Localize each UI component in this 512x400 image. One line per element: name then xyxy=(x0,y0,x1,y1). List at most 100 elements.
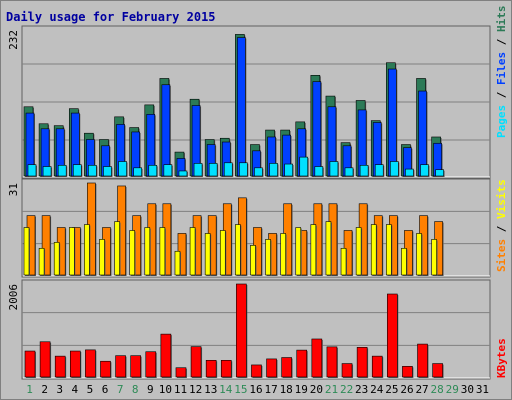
kbytes-bar xyxy=(115,355,126,378)
pages-bar xyxy=(435,169,444,177)
kbytes-bar xyxy=(432,363,443,378)
pages-bar xyxy=(27,164,37,177)
kbytes-bar xyxy=(251,364,262,378)
pages-bar xyxy=(163,164,173,177)
visits-bar xyxy=(174,250,181,276)
day-tick-label: 16 xyxy=(249,383,262,396)
kbytes-bar xyxy=(205,360,217,378)
visits-bar xyxy=(401,247,407,276)
legend-hits-files-pages-pages: Pages xyxy=(495,105,508,138)
day-tick-label: 10 xyxy=(159,383,172,396)
visits-bar xyxy=(114,221,120,276)
day-tick-label: 12 xyxy=(189,383,202,396)
visits-bar xyxy=(355,227,362,276)
kbytes-bar xyxy=(160,333,172,378)
day-tick-label: 17 xyxy=(264,383,277,396)
day-tick-label: 24 xyxy=(370,383,384,396)
pages-bar xyxy=(88,165,97,177)
kbytes-bar xyxy=(341,363,353,378)
kbytes-bar xyxy=(130,355,141,378)
day-tick-label: 3 xyxy=(56,383,63,396)
visits-bar xyxy=(189,227,196,276)
pages-bar xyxy=(269,163,278,177)
pages-bar xyxy=(405,168,414,177)
files-bar xyxy=(418,90,427,177)
legend-sites-visits-visits: Visits xyxy=(495,179,508,219)
day-tick-label: 21 xyxy=(325,383,338,396)
kbytes-bar xyxy=(100,360,111,378)
kbytes-bar xyxy=(417,343,428,378)
pages-bar xyxy=(390,161,399,177)
pages-bar xyxy=(420,164,429,177)
panel-3-ymax-label: 2006 xyxy=(7,284,20,311)
day-tick-label: 6 xyxy=(102,383,109,396)
kbytes-bar xyxy=(387,293,398,378)
kbytes-bar xyxy=(356,347,368,378)
visits-bar xyxy=(219,230,226,276)
day-tick-label: 28 xyxy=(431,383,444,396)
pages-bar xyxy=(57,165,67,177)
day-tick-label: 4 xyxy=(72,383,79,396)
legend-kbytes: KBytes xyxy=(495,338,508,378)
day-tick-label: 1 xyxy=(26,383,33,396)
sites-bar xyxy=(41,215,51,276)
pages-bar xyxy=(178,170,188,177)
legend-kbytes-kbytes: KBytes xyxy=(495,338,508,378)
day-tick-label: 22 xyxy=(340,383,353,396)
visits-bar xyxy=(38,247,45,276)
pages-bar xyxy=(193,163,203,177)
kbytes-bar xyxy=(69,350,81,378)
pages-bar xyxy=(133,167,142,177)
visits-bar xyxy=(53,242,60,276)
kbytes-bar xyxy=(24,350,36,378)
day-tick-label: 7 xyxy=(117,383,124,396)
day-tick-label: 15 xyxy=(234,383,247,396)
kbytes-bar xyxy=(220,360,232,378)
day-tick-label: 9 xyxy=(147,383,154,396)
kbytes-bar xyxy=(175,367,187,378)
visits-bar xyxy=(68,227,75,276)
legend-sites-visits: Sites / Visits xyxy=(495,179,508,272)
kbytes-bar xyxy=(54,355,66,378)
visits-bar xyxy=(99,239,105,276)
pages-bar xyxy=(239,162,248,177)
legend-hits-files-pages-hits: Hits xyxy=(495,6,508,33)
pages-bar xyxy=(344,167,354,177)
day-tick-label: 27 xyxy=(415,383,428,396)
kbytes-bar xyxy=(190,346,202,378)
visits-bar xyxy=(386,224,392,276)
files-bar xyxy=(237,37,246,177)
visits-bar xyxy=(431,239,437,276)
day-tick-label: 14 xyxy=(219,383,233,396)
visits-bar xyxy=(325,221,332,276)
visits-bar xyxy=(295,227,302,276)
pages-bar xyxy=(254,167,263,177)
day-tick-label: 25 xyxy=(385,383,398,396)
visits-bar xyxy=(144,227,151,276)
kbytes-bar xyxy=(281,357,292,378)
pages-bar xyxy=(374,164,384,177)
day-tick-label: 8 xyxy=(132,383,139,396)
visits-bar xyxy=(23,227,30,276)
visits-bar xyxy=(340,247,347,276)
panel-1-ymax-label: 232 xyxy=(7,30,20,50)
visits-bar xyxy=(265,239,271,276)
visits-bar xyxy=(280,233,286,276)
kbytes-bar xyxy=(371,355,383,378)
panel-2-ymax-label: 31 xyxy=(7,183,20,196)
visits-bar xyxy=(159,227,166,276)
kbytes-bar xyxy=(311,338,323,378)
pages-bar xyxy=(223,162,233,177)
visits-bar xyxy=(250,245,256,276)
day-tick-label: 5 xyxy=(87,383,94,396)
pages-bar xyxy=(103,166,112,177)
day-tick-label: 29 xyxy=(446,383,459,396)
chart-title: Daily usage for February 2015 xyxy=(6,10,216,24)
pages-bar xyxy=(314,166,324,177)
day-tick-label: 11 xyxy=(174,383,187,396)
day-tick-label: 13 xyxy=(204,383,217,396)
day-tick-label: 19 xyxy=(295,383,308,396)
pages-bar xyxy=(42,166,52,177)
files-bar xyxy=(161,84,171,177)
